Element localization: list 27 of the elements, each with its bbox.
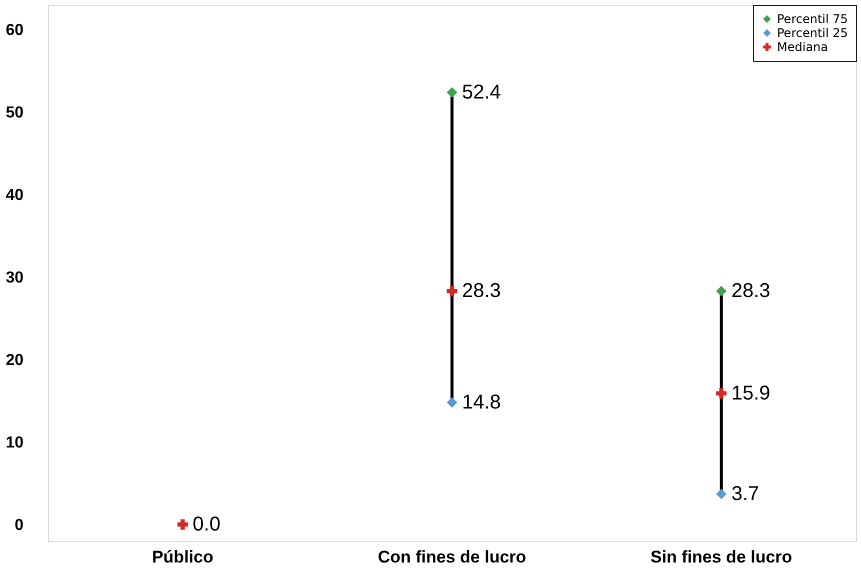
x-tick-label: Público (152, 548, 214, 566)
y-tick-label: 20 (6, 352, 24, 370)
data-label: 28.3 (462, 280, 501, 302)
y-tick-label: 30 (6, 270, 24, 287)
y-tick-label: 0 (14, 517, 24, 534)
data-label: 14.8 (462, 391, 501, 414)
data-label: 52.4 (462, 81, 501, 104)
data-label: 15.9 (731, 382, 770, 404)
point (716, 388, 727, 399)
data-label: 3.7 (731, 482, 760, 505)
legend-label: Mediana (777, 40, 828, 54)
data-label: 0.0 (192, 514, 220, 536)
point (446, 87, 458, 98)
data-label: 28.3 (731, 280, 770, 302)
x-tick-label: Con fines de lucro (378, 548, 526, 566)
point (716, 488, 727, 500)
point (177, 519, 188, 530)
point (446, 286, 458, 296)
point (446, 397, 458, 408)
y-tick-label: 10 (6, 434, 24, 452)
y-tick-label: 50 (6, 104, 24, 122)
legend-label: Percentil 25 (777, 26, 848, 40)
y-tick-label: 40 (6, 187, 24, 204)
legend-label: Percentil 75 (777, 12, 848, 26)
y-tick-label: 60 (6, 22, 24, 40)
x-tick-label: Sin fines de lucro (650, 548, 792, 566)
point (716, 286, 727, 296)
